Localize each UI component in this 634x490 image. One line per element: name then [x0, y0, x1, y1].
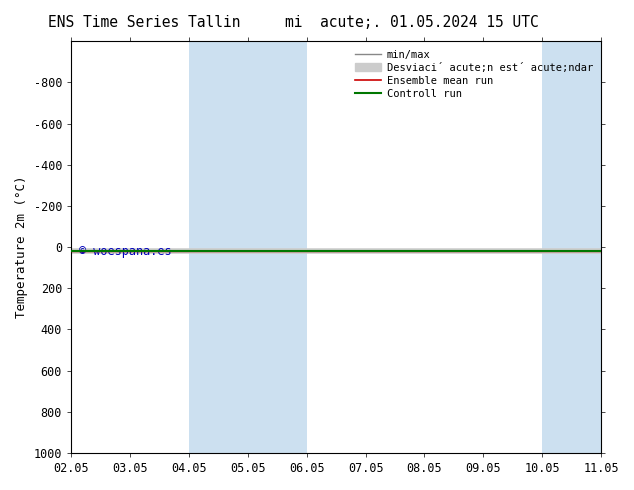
Bar	[248, 41, 307, 453]
Bar	[189, 41, 248, 453]
Legend: min/max, Desviaci´ acute;n est´ acute;ndar, Ensemble mean run, Controll run: min/max, Desviaci´ acute;n est´ acute;nd…	[353, 47, 596, 102]
Text: © woespana.es: © woespana.es	[79, 245, 172, 258]
Text: mi  acute;. 01.05.2024 15 UTC: mi acute;. 01.05.2024 15 UTC	[285, 15, 539, 30]
Text: ENS Time Series Tallin: ENS Time Series Tallin	[48, 15, 241, 30]
Bar	[542, 41, 601, 453]
Y-axis label: Temperature 2m (°C): Temperature 2m (°C)	[15, 176, 28, 318]
